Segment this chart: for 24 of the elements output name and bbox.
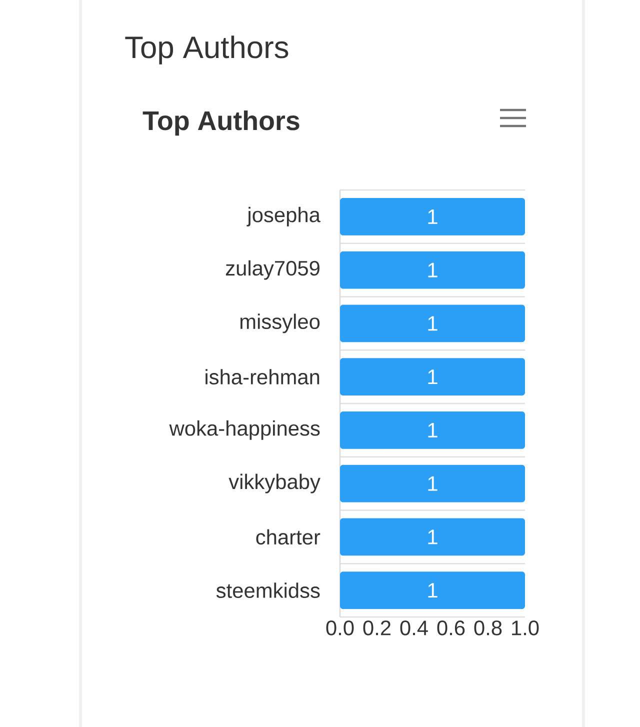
y-tick-label: charter <box>256 529 320 545</box>
data-label: 1 <box>428 583 438 598</box>
data-label: 1 <box>428 422 438 438</box>
chart-subtitle: Top Authors <box>142 110 300 136</box>
y-tick-label: steemkidss <box>216 582 320 598</box>
y-tick-label: isha-rehman <box>206 369 320 384</box>
x-tick-label: 0.4 <box>400 620 428 636</box>
y-tick-label: josepha <box>246 206 320 226</box>
data-label: 1 <box>428 209 438 224</box>
x-tick-label: 1.0 <box>512 620 539 636</box>
data-label: 1 <box>428 262 438 278</box>
data-label: 1 <box>428 370 438 384</box>
chart-title: Top Authors <box>125 36 288 64</box>
y-tick-label: vikkybaby <box>228 474 320 494</box>
data-label: 1 <box>428 530 438 544</box>
data-label: 1 <box>428 476 438 491</box>
y-tick-label: zulay7059 <box>226 260 320 280</box>
x-tick-label: 0.8 <box>474 620 502 636</box>
x-tick-label: 0.0 <box>326 620 354 636</box>
data-label: 1 <box>428 316 438 331</box>
y-tick-label: woka-happiness <box>169 420 320 440</box>
x-tick-label: 0.2 <box>363 620 390 636</box>
x-tick-label: 0.6 <box>437 620 465 636</box>
y-tick-label: missyleo <box>240 314 320 334</box>
